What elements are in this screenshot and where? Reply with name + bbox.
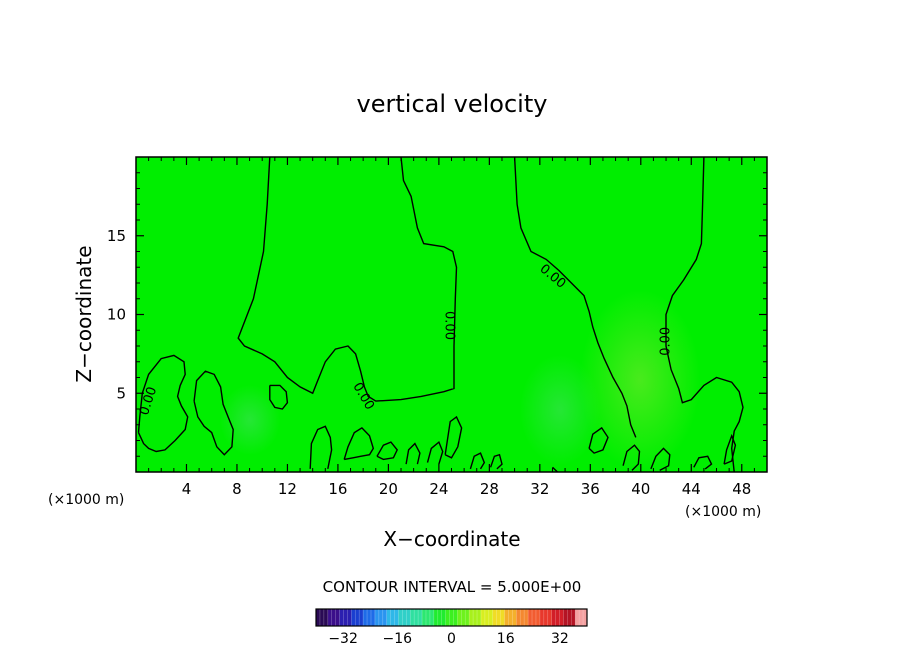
x-unit-label-left: (×1000 m) <box>48 492 124 508</box>
zero-contour-line <box>693 455 713 470</box>
zero-contour-line <box>309 425 333 470</box>
colorbar-tick-label: 16 <box>497 631 515 647</box>
colorbar-swatch <box>528 609 541 626</box>
colorbar-swatch <box>374 609 387 626</box>
contour-label: 0.00 <box>659 327 674 356</box>
colorbar-swatch <box>351 609 364 626</box>
colorbar-swatch <box>457 609 470 626</box>
y-tick-label: 15 <box>107 227 126 245</box>
y-axis: 5 10 15 <box>107 172 767 457</box>
x-tick-label: 36 <box>581 480 600 498</box>
colorbar-swatch <box>516 609 529 626</box>
zero-contour-line <box>552 466 558 472</box>
y-tick-label: 10 <box>107 306 126 324</box>
field-shade-negative <box>520 355 600 465</box>
zero-contour-line <box>237 157 458 402</box>
colorbar-swatch <box>327 609 340 626</box>
colorbar-tick-label: −32 <box>328 631 358 647</box>
colorbar-swatch <box>363 609 376 626</box>
zero-contour-line <box>444 415 463 459</box>
zero-contour-line <box>588 426 609 454</box>
zero-contour-line <box>622 444 641 471</box>
chart-title: vertical velocity <box>357 90 548 118</box>
zero-contour-line <box>376 441 399 461</box>
x-tick-label: 12 <box>278 480 297 498</box>
colorbar-swatch <box>492 609 505 626</box>
zero-contour-line <box>193 370 234 456</box>
zero-contour-line <box>137 354 189 453</box>
colorbar-swatch <box>445 609 458 626</box>
colorbar-labels: −32 −16 0 16 32 <box>328 631 568 647</box>
zero-contour-line <box>665 157 744 472</box>
colorbar-frame <box>315 608 588 627</box>
colorbar-swatch <box>504 609 517 626</box>
colorbar-swatch <box>316 609 329 626</box>
colorbar-swatch <box>539 609 552 626</box>
x-axis-title: X−coordinate <box>383 527 520 551</box>
contour-label: 0.00 <box>441 311 456 340</box>
colorbar-swatch <box>551 609 564 626</box>
colorbar-swatch <box>469 609 482 626</box>
y-tick-label: 5 <box>116 384 126 402</box>
x-unit-label-right: (×1000 m) <box>685 504 761 520</box>
x-tick-label: 44 <box>682 480 701 498</box>
field-shade-positive <box>580 290 700 470</box>
x-tick-label: 4 <box>182 480 192 498</box>
x-tick-label: 48 <box>732 480 751 498</box>
colorbar-swatch <box>575 609 588 626</box>
zero-contour-line <box>269 384 289 410</box>
x-tick-label: 40 <box>631 480 650 498</box>
colorbar-swatch <box>422 609 435 626</box>
x-axis: 4 8 12 16 20 24 28 32 36 40 44 48 <box>148 157 755 498</box>
colorbar-tick-label: 32 <box>551 631 569 647</box>
zero-contour-line <box>723 433 737 465</box>
x-tick-label: 20 <box>379 480 398 498</box>
zero-contour-line <box>650 447 671 472</box>
field-shade-negative-small <box>220 385 280 455</box>
zero-contour-line <box>513 157 637 438</box>
contour-interval-label: CONTOUR INTERVAL = 5.000E+00 <box>323 578 582 596</box>
zero-contour-line <box>489 453 503 470</box>
colorbar-swatch <box>386 609 399 626</box>
colorbar <box>315 608 588 627</box>
contour-lines <box>137 157 744 472</box>
colorbar-swatch <box>433 609 446 626</box>
x-tick-label: 24 <box>429 480 448 498</box>
x-tick-label: 28 <box>480 480 499 498</box>
zero-contour-line <box>343 427 375 461</box>
x-tick-label: 16 <box>328 480 347 498</box>
field-layer: 0.00 0.000.000.000.00 <box>136 157 767 472</box>
colorbar-swatch <box>398 609 411 626</box>
x-tick-label: 8 <box>232 480 242 498</box>
x-tick-label: 32 <box>530 480 549 498</box>
colorbar-tick-label: 0 <box>447 631 456 647</box>
zero-contour-line <box>426 440 444 465</box>
colorbar-swatch <box>410 609 423 626</box>
colorbar-swatch <box>339 609 352 626</box>
colorbar-tick-label: −16 <box>383 631 413 647</box>
colorbar-swatch <box>480 609 494 626</box>
zero-contour-line <box>469 452 486 470</box>
colorbar-swatch <box>563 609 576 626</box>
zero-contour-line <box>405 442 421 465</box>
y-axis-title: Z−coordinate <box>72 245 96 382</box>
